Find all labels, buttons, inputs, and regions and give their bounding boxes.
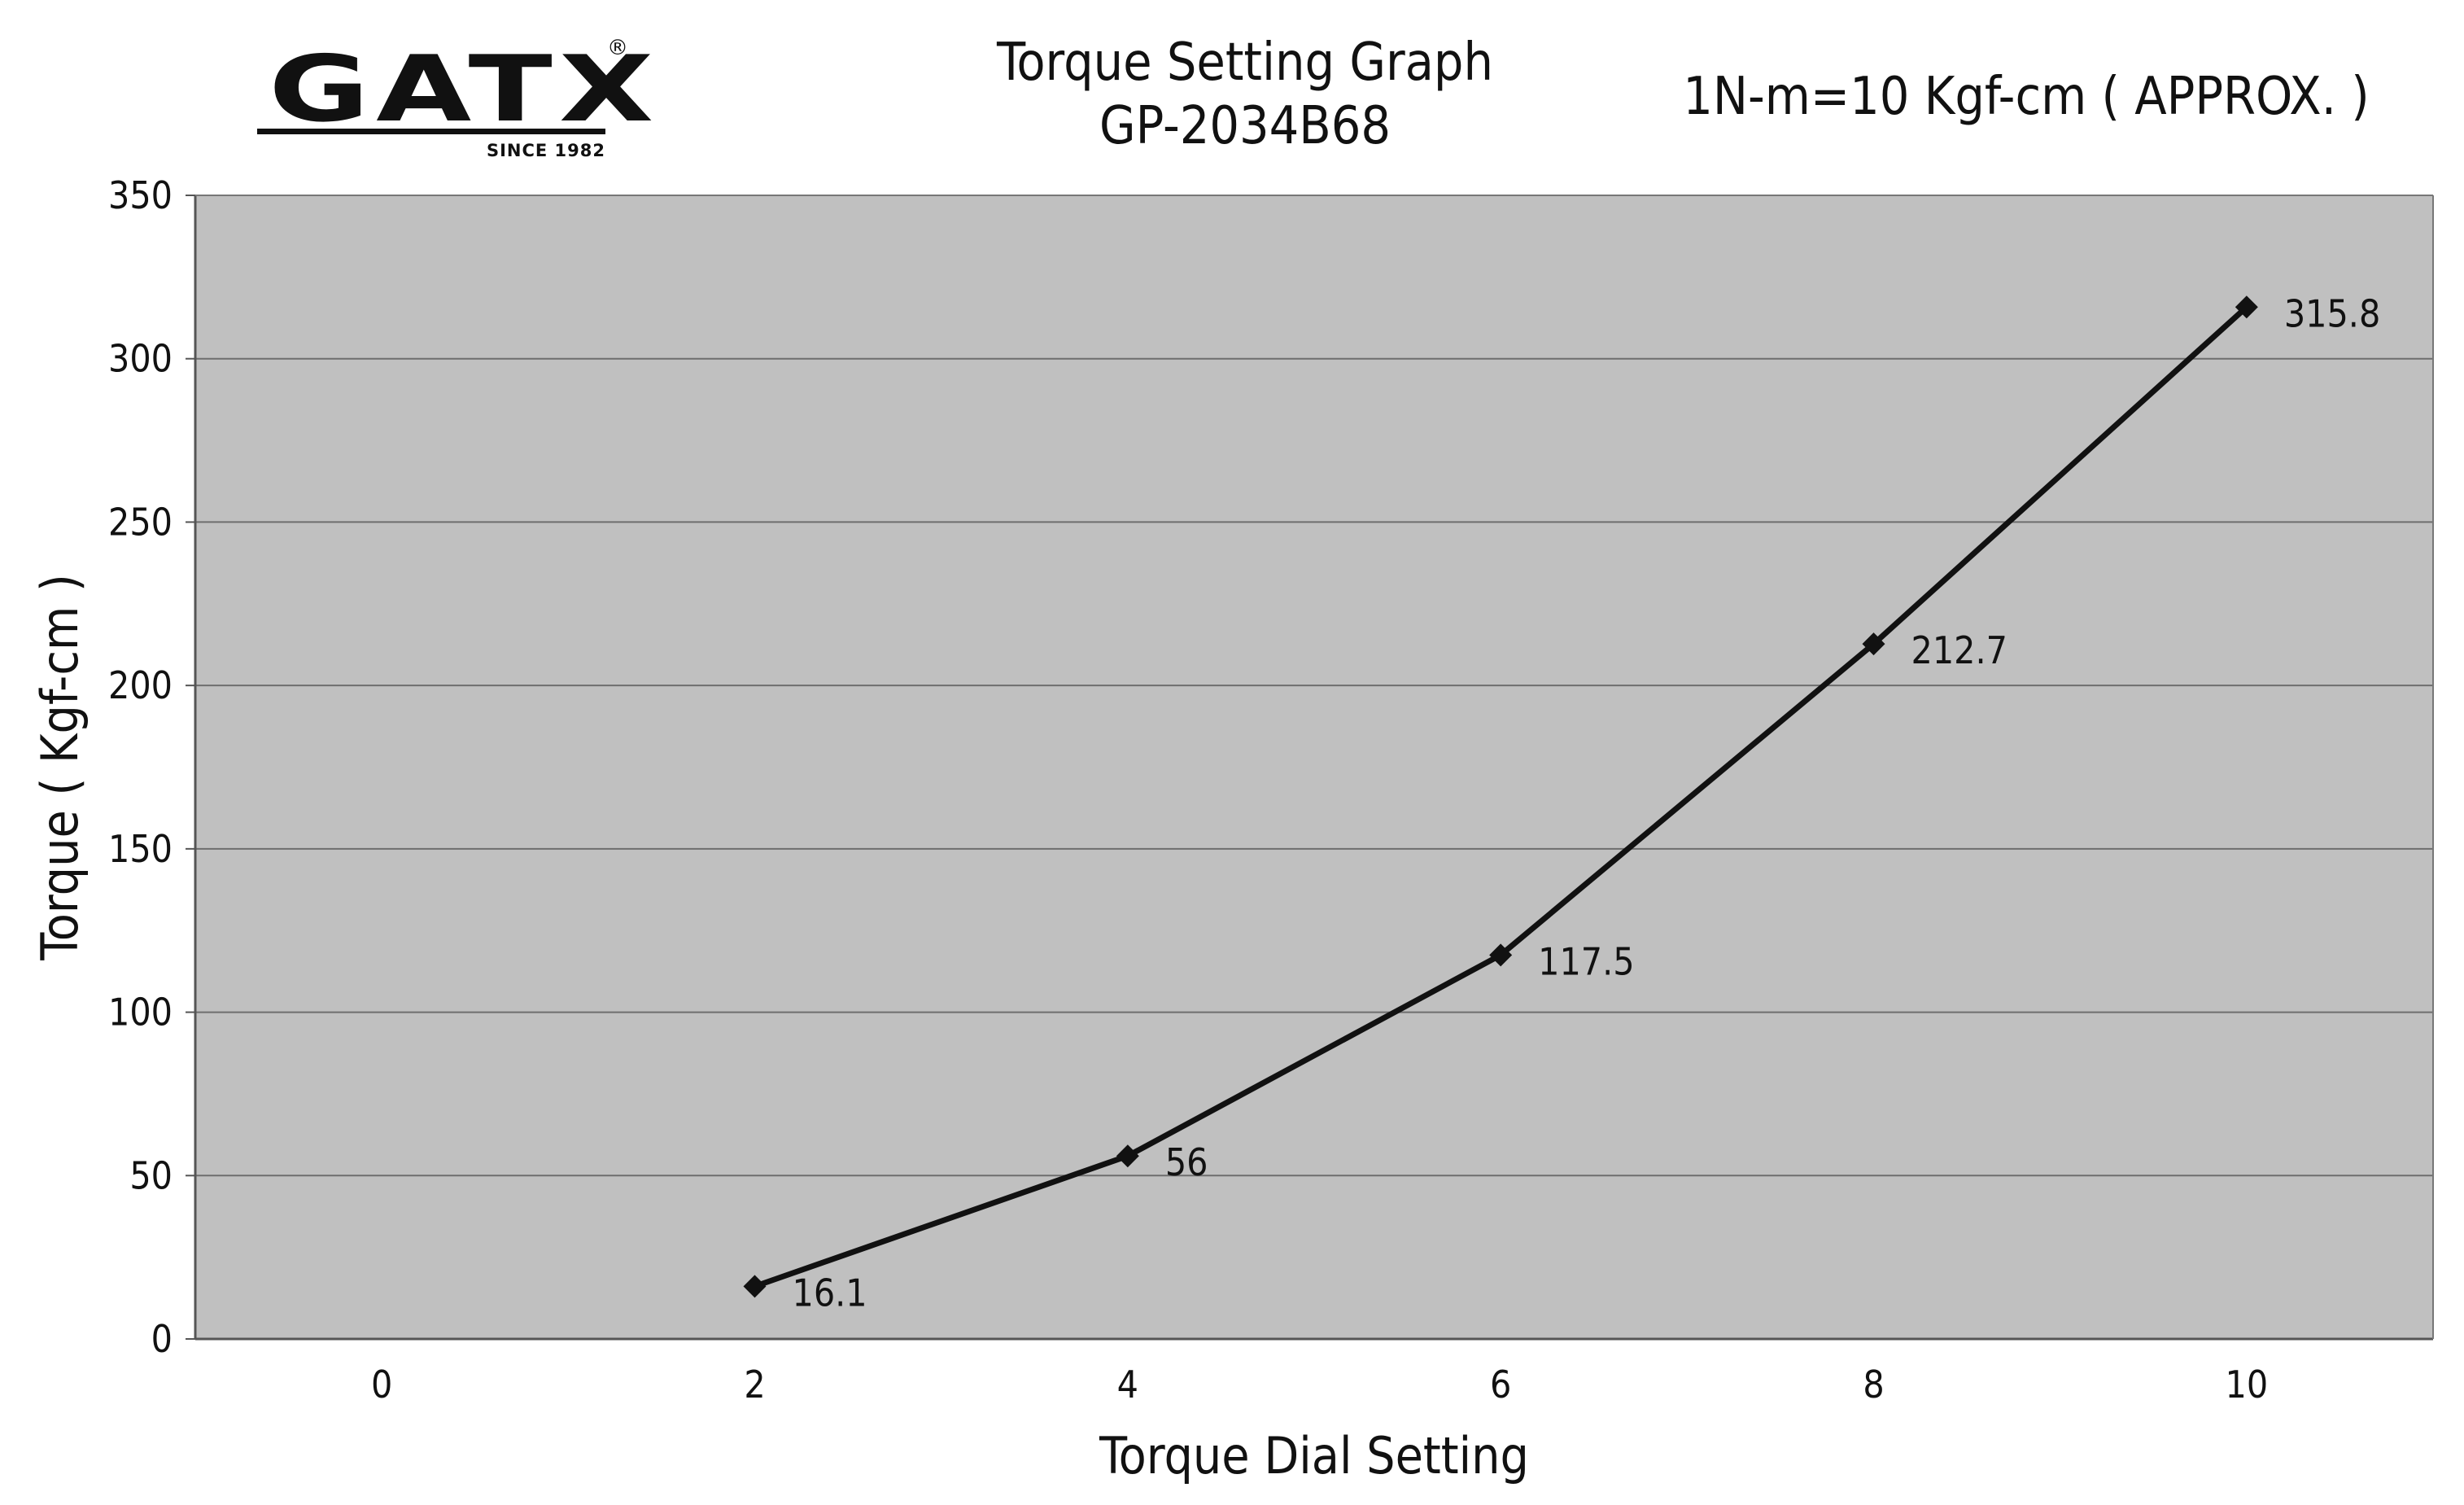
chart-subtitle: GP-2034B68 (1099, 96, 1391, 156)
data-markers (743, 295, 2258, 1298)
data-marker (1116, 1144, 1139, 1168)
data-label: 16.1 (793, 1271, 867, 1315)
y-tick-label: 150 (108, 827, 173, 871)
data-labels: 16.1 56 117.5 212.7 315.8 (793, 291, 2381, 1315)
x-tick-label: 2 (744, 1363, 765, 1407)
data-marker (743, 1275, 767, 1298)
data-label: 212.7 (1911, 628, 2007, 672)
axes (194, 195, 2434, 1341)
y-tick-label: 50 (129, 1153, 173, 1197)
x-axis-title: Torque Dial Setting (1099, 1426, 1529, 1485)
data-marker (1489, 943, 1513, 967)
y-tick-label: 200 (108, 663, 173, 707)
y-axis-title: Torque ( Kgf-cm ) (30, 574, 90, 961)
registered-mark: ® (607, 36, 628, 60)
x-tick-label: 4 (1117, 1363, 1138, 1407)
data-marker (2235, 295, 2258, 319)
chart-title: Torque Setting Graph (997, 33, 1493, 93)
plot-area (195, 195, 2433, 1339)
chart-title-block: Torque Setting Graph GP-2034B68 (944, 31, 1546, 158)
logo-underline (257, 129, 605, 134)
y-tick-label: 100 (108, 991, 173, 1035)
logo-since: SINCE 1982 (486, 141, 605, 160)
x-tick-label: 6 (1490, 1363, 1511, 1407)
data-label: 56 (1165, 1140, 1208, 1184)
x-tick-label: 8 (1863, 1363, 1884, 1407)
logo-wordmark: GATX (269, 37, 661, 142)
gatx-logo: GATX ® SINCE 1982 (252, 33, 653, 175)
data-marker (1862, 632, 1885, 656)
y-tick-label: 300 (108, 337, 173, 381)
data-label: 315.8 (2284, 291, 2380, 335)
data-label: 117.5 (1538, 939, 1634, 983)
x-tick-labels: 0 2 4 6 8 10 (371, 1363, 2268, 1407)
unit-conversion-note: 1N-m=10 Kgf-cm ( APPROX. ) (1683, 67, 2370, 127)
y-tick-labels: 0 50 100 150 200 250 300 350 (108, 173, 173, 1361)
y-tick-label: 350 (108, 173, 173, 217)
x-tick-label: 10 (2226, 1363, 2269, 1407)
y-tick-label: 250 (108, 500, 173, 544)
x-tick-label: 0 (371, 1363, 392, 1407)
y-tick-label: 0 (151, 1317, 173, 1361)
